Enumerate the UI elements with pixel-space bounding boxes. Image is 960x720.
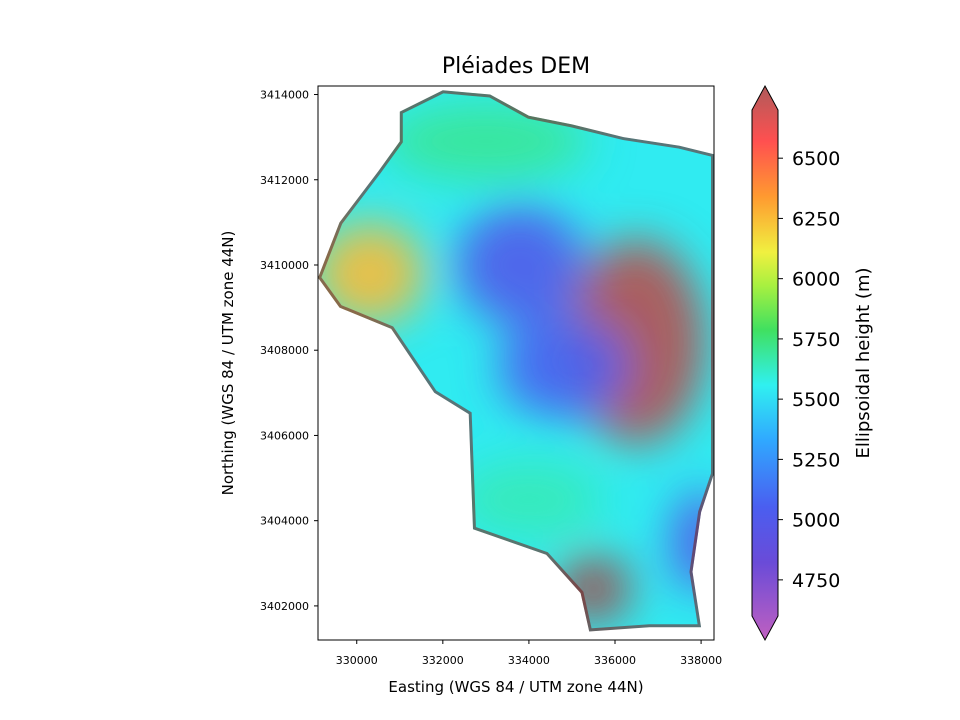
- colorbar-tick-label: 5500: [792, 389, 840, 411]
- y-tick-label: 3402000: [260, 600, 309, 613]
- y-tick-label: 3404000: [260, 515, 309, 528]
- x-axis-label: Easting (WGS 84 / UTM zone 44N): [388, 678, 643, 696]
- dem-zones: [318, 102, 714, 624]
- dem-zone-south-massif: [554, 554, 633, 624]
- plot-frame: [317, 85, 715, 641]
- plot-area: 330000 332000 334000 336000 338000 340200034…: [260, 85, 722, 667]
- colorbar-tick-label: 5000: [792, 510, 840, 532]
- dem-zone-north-ridge: [382, 102, 590, 180]
- dem-zone-upper-basin: [455, 205, 585, 325]
- colorbar: 4750 5000 5250 5500 5750 6000 6250 6500 Ellipso…: [751, 84, 874, 642]
- colorbar-tick-label: 5750: [792, 329, 840, 351]
- y-tick-label: 3414000: [260, 89, 309, 102]
- chart-title: Pléiades DEM: [442, 54, 590, 79]
- dem-zone-south-slope: [455, 461, 603, 538]
- dem-zone-west-ridge: [318, 222, 426, 325]
- colorbar-label: Ellipsoidal height (m): [853, 267, 874, 458]
- y-tick-label: 3406000: [260, 429, 309, 442]
- colorbar-tick-label: 5250: [792, 449, 840, 471]
- dem-edge: [318, 90, 714, 632]
- y-axis-ticks: 3402000 3404000 3406000 3408000 3410000 34120…: [260, 89, 318, 613]
- x-tick-label: 330000: [336, 654, 378, 667]
- x-tick-label: 336000: [594, 654, 636, 667]
- colorbar-tick-label: 6250: [792, 208, 840, 230]
- colorbar-tick-label: 6500: [792, 148, 840, 170]
- x-tick-label: 332000: [422, 654, 464, 667]
- x-tick-label: 338000: [680, 654, 722, 667]
- y-tick-label: 3410000: [260, 259, 309, 272]
- y-tick-label: 3408000: [260, 344, 309, 357]
- colorbar-tick-label: 6000: [792, 269, 840, 291]
- dem-zone-central-valley: [498, 316, 628, 419]
- y-axis-label: Northing (WGS 84 / UTM zone 44N): [219, 231, 237, 496]
- colorbar-ticks: 4750 5000 5250 5500 5750 6000 6250 6500: [778, 148, 840, 592]
- x-axis-ticks: 330000 332000 334000 336000 338000: [336, 640, 722, 667]
- colorbar-tick-label: 4750: [792, 570, 840, 592]
- x-tick-label: 334000: [508, 654, 550, 667]
- dem-raster: [318, 90, 714, 632]
- colorbar-body: [751, 84, 779, 642]
- y-tick-label: 3412000: [260, 174, 309, 187]
